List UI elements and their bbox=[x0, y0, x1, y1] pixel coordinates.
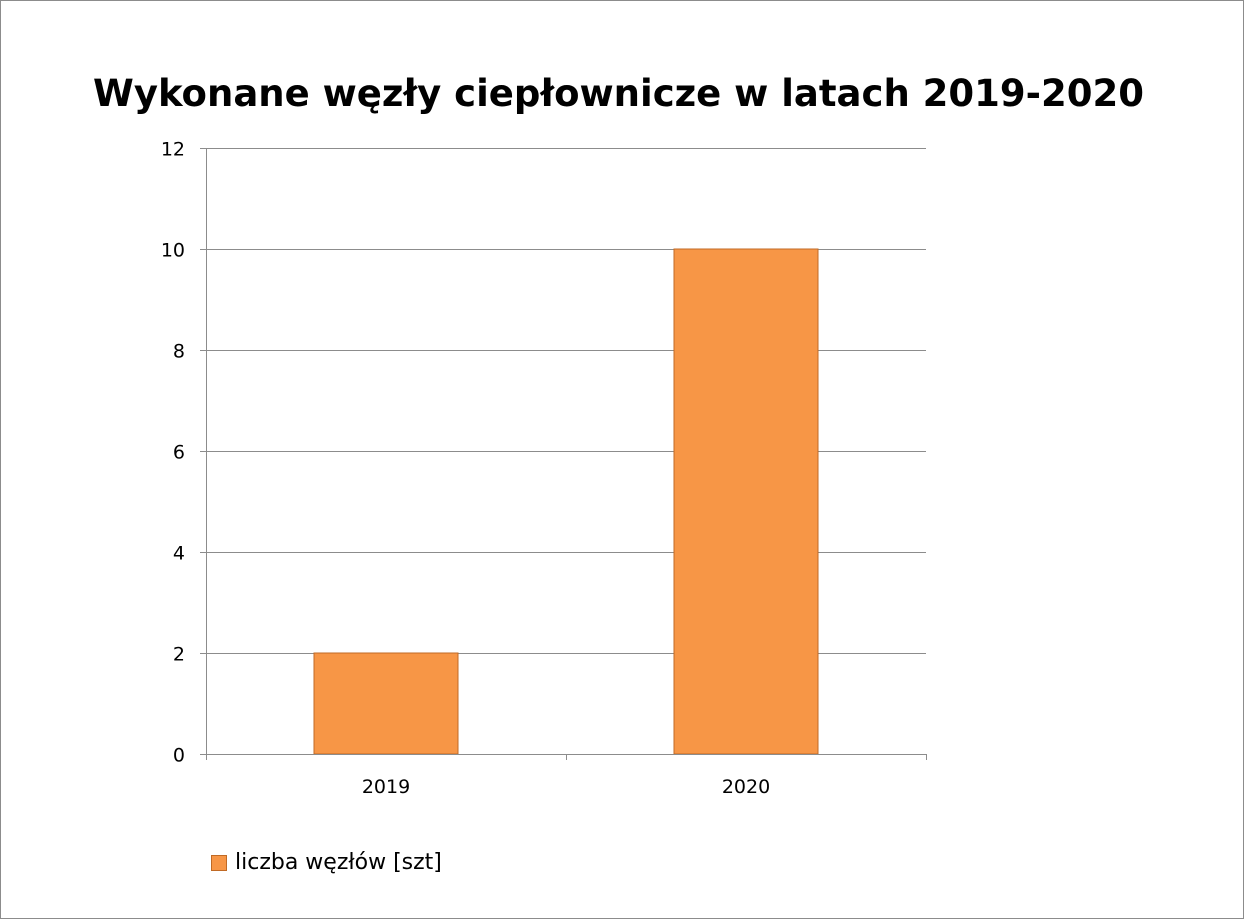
bar-2019 bbox=[313, 652, 459, 755]
y-tick-label: 12 bbox=[161, 139, 185, 161]
bar-2020 bbox=[673, 248, 819, 755]
y-tick-label: 8 bbox=[173, 341, 185, 363]
legend: liczba węzłów [szt] bbox=[211, 850, 442, 875]
legend-swatch bbox=[211, 854, 227, 871]
x-tick-label: 2020 bbox=[722, 776, 770, 798]
bars bbox=[313, 248, 819, 755]
chart-title: Wykonane węzły ciepłownicze w latach 201… bbox=[93, 72, 1144, 115]
y-tick-label: 0 bbox=[173, 745, 185, 767]
y-tick-label: 2 bbox=[173, 644, 185, 666]
y-tick-label: 4 bbox=[173, 543, 185, 565]
tick-labels: 0 2 4 6 8 10 12 2019 2020 bbox=[161, 139, 770, 799]
y-tick-label: 6 bbox=[173, 442, 185, 464]
y-tick-label: 10 bbox=[161, 240, 185, 262]
axes bbox=[200, 148, 927, 760]
x-tick-label: 2019 bbox=[362, 776, 410, 798]
legend-label: liczba węzłów [szt] bbox=[235, 850, 442, 875]
